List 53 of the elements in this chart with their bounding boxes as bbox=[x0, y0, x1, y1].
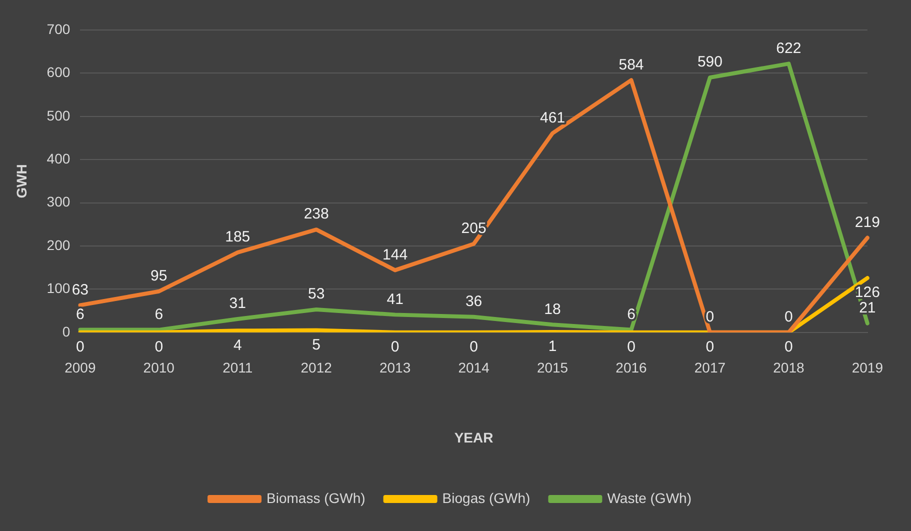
data-label: 0 bbox=[784, 308, 793, 326]
data-label: 4 bbox=[233, 336, 242, 354]
y-tick-label: 700 bbox=[46, 20, 70, 37]
data-label: 53 bbox=[308, 286, 325, 303]
x-tick-label: 2019 bbox=[852, 360, 884, 376]
x-tick-label: 2009 bbox=[64, 360, 96, 376]
x-tick-label: 2016 bbox=[616, 360, 648, 376]
data-label: 6 bbox=[76, 306, 84, 323]
y-tick-label: 500 bbox=[46, 107, 70, 124]
x-tick-label: 2010 bbox=[143, 360, 175, 376]
data-label: 5 bbox=[312, 336, 321, 354]
x-tick-label: 2015 bbox=[536, 360, 568, 376]
data-label: 36 bbox=[465, 292, 482, 310]
data-label: 185 bbox=[225, 228, 250, 246]
data-label: 0 bbox=[76, 338, 84, 356]
y-tick-label: 200 bbox=[46, 236, 70, 253]
data-label: 238 bbox=[304, 206, 329, 223]
data-label: 0 bbox=[627, 338, 636, 356]
data-label: 6 bbox=[154, 306, 164, 323]
legend-label: Biomass (GWh) bbox=[266, 490, 366, 506]
data-label: 18 bbox=[544, 300, 561, 318]
y-tick-label: 400 bbox=[46, 150, 70, 166]
data-label: 31 bbox=[229, 295, 246, 312]
x-tick-label: 2013 bbox=[379, 360, 411, 376]
data-label: 63 bbox=[72, 281, 88, 298]
x-tick-label: 2014 bbox=[458, 360, 490, 376]
data-label: 144 bbox=[382, 246, 408, 264]
data-label: 0 bbox=[390, 338, 400, 356]
x-tick-label: 2017 bbox=[694, 360, 726, 376]
y-tick-label: 0 bbox=[62, 323, 70, 340]
y-axis-title: GWH bbox=[13, 164, 30, 198]
data-label: 41 bbox=[386, 290, 404, 308]
y-tick-label: 600 bbox=[46, 64, 70, 80]
data-label: 1 bbox=[548, 338, 557, 356]
data-label: 622 bbox=[776, 40, 802, 57]
data-label: 584 bbox=[618, 56, 644, 74]
x-tick-label: 2018 bbox=[773, 360, 804, 376]
data-label: 0 bbox=[154, 338, 164, 356]
data-label: 95 bbox=[150, 268, 168, 284]
x-axis-title: YEAR bbox=[454, 429, 494, 446]
data-label: 219 bbox=[854, 214, 880, 231]
legend-label: Biogas (GWh) bbox=[442, 490, 530, 506]
y-tick-label: 300 bbox=[46, 194, 70, 210]
x-tick-label: 2012 bbox=[300, 360, 332, 376]
data-label: 0 bbox=[784, 338, 793, 356]
data-label: 6 bbox=[627, 306, 636, 323]
data-label: 590 bbox=[697, 54, 722, 71]
legend-label: Waste (GWh) bbox=[607, 490, 692, 506]
data-label: 0 bbox=[706, 338, 714, 356]
x-tick-label: 2011 bbox=[222, 360, 253, 376]
data-label: 0 bbox=[470, 338, 478, 356]
data-label: 461 bbox=[540, 109, 566, 126]
y-tick-label: 100 bbox=[46, 280, 70, 296]
